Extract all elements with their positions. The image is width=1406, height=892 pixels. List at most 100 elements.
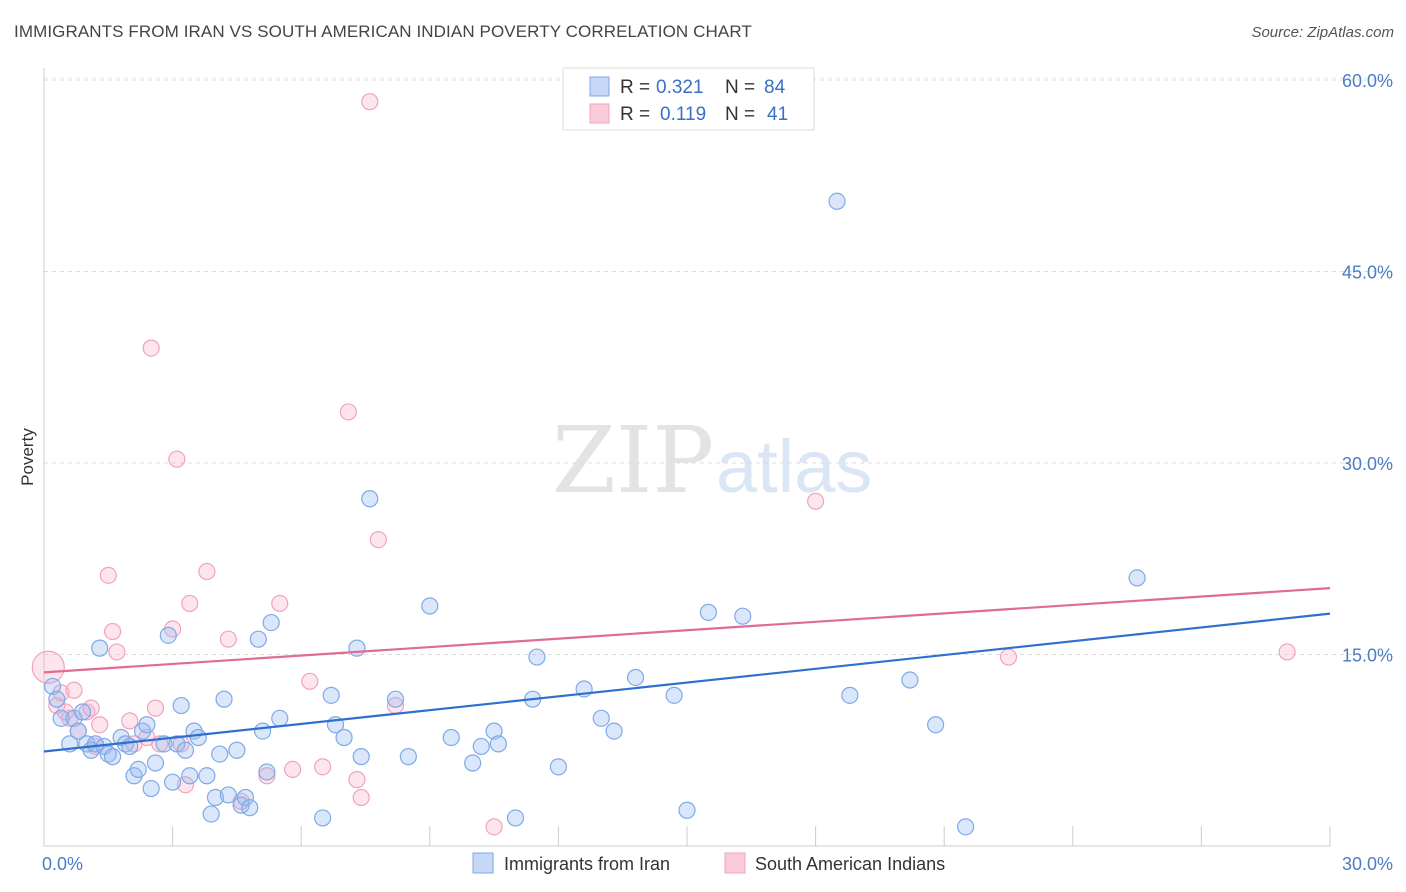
point-immigrants-from-iran	[146, 754, 165, 772]
point-immigrants-from-iran	[262, 613, 280, 632]
point-south-american-indians	[198, 562, 216, 581]
point-immigrants-from-iran	[828, 192, 846, 210]
point-immigrants-from-iran	[927, 716, 945, 734]
point-south-american-indians	[176, 776, 195, 794]
point-south-american-indians	[65, 681, 83, 699]
point-immigrants-from-iran	[699, 603, 718, 621]
legend-r-label-1: R =	[620, 77, 650, 98]
source-label: Source: ZipAtlas.com	[1251, 24, 1394, 41]
watermark-zip: ZIP	[552, 407, 714, 514]
point-immigrants-from-iran	[48, 690, 66, 708]
point-immigrants-from-iran	[957, 818, 975, 836]
point-immigrants-from-iran	[322, 686, 340, 704]
point-south-american-indians	[103, 622, 122, 641]
point-south-american-indians	[82, 699, 100, 717]
point-immigrants-from-iran	[335, 728, 353, 747]
point-immigrants-from-iran	[605, 722, 623, 740]
point-south-american-indians	[91, 716, 109, 734]
bottom-legend-swatch-iran	[472, 852, 494, 874]
point-immigrants-from-iran	[665, 686, 683, 704]
y-tick-label-3: 60.0%	[1342, 71, 1393, 91]
point-south-american-indians	[142, 339, 160, 357]
point-immigrants-from-iran	[271, 709, 289, 727]
point-immigrants-from-iran	[314, 809, 332, 827]
bottom-legend-label-south-american-indians: South American Indians	[755, 854, 945, 874]
point-immigrants-from-iran	[73, 703, 92, 721]
point-south-american-indians	[1278, 643, 1296, 661]
point-immigrants-from-iran	[254, 722, 272, 740]
point-immigrants-from-iran	[258, 763, 276, 781]
point-south-american-indians	[271, 594, 289, 613]
point-immigrants-from-iran	[219, 786, 237, 804]
watermark-atlas: atlas	[716, 425, 872, 508]
point-south-american-indians	[485, 818, 503, 836]
point-immigrants-from-iran	[43, 677, 62, 696]
legend-r-value-1: 0.321	[656, 77, 704, 98]
point-south-american-indians	[301, 672, 319, 690]
point-south-american-indians	[121, 712, 139, 730]
point-south-american-indians	[339, 403, 357, 421]
point-immigrants-from-iran	[528, 648, 546, 666]
point-south-american-indians	[258, 767, 276, 785]
point-immigrants-from-iran	[189, 728, 207, 747]
point-immigrants-from-iran	[142, 779, 160, 798]
legend-n-label-2: N =	[725, 104, 755, 125]
legend-n-label-1: N =	[725, 77, 755, 98]
y-tick-label-0: 15.0%	[1342, 646, 1393, 666]
point-immigrants-from-iran	[901, 671, 919, 689]
point-immigrants-from-iran	[91, 639, 109, 657]
legend-swatch-iran	[589, 76, 610, 97]
series-immigrants-from-iran	[43, 192, 1146, 836]
point-immigrants-from-iran	[734, 607, 752, 625]
legend-n-value-1: 84	[764, 77, 786, 98]
point-immigrants-from-iran	[506, 809, 525, 827]
bottom-legend-label-iran: Immigrants from Iran	[504, 854, 670, 874]
grid	[44, 77, 1393, 655]
point-immigrants-from-iran	[181, 767, 199, 785]
point-immigrants-from-iran	[1128, 569, 1146, 587]
legend-n-value-2: 41	[767, 104, 788, 125]
point-immigrants-from-iran	[352, 748, 370, 766]
point-south-american-indians	[352, 788, 370, 807]
point-immigrants-from-iran	[65, 709, 83, 727]
y-axis-label: Poverty	[18, 428, 37, 486]
x-tick-label-1: 30.0%	[1342, 854, 1393, 874]
point-south-american-indians	[219, 630, 237, 648]
series-legend: Immigrants from Iran South American Indi…	[472, 852, 945, 874]
point-immigrants-from-iran	[472, 737, 490, 756]
point-immigrants-from-iran	[485, 722, 503, 740]
point-immigrants-from-iran	[52, 709, 70, 727]
point-immigrants-from-iran	[211, 745, 229, 763]
trend-lines	[43, 587, 1331, 753]
legend-r-value-2: 0.119	[660, 104, 706, 125]
tick-labels: 15.0% 30.0% 45.0% 60.0% 0.0% 30.0%	[42, 71, 1393, 874]
point-south-american-indians	[369, 530, 387, 549]
point-immigrants-from-iran	[103, 748, 122, 766]
point-south-american-indians	[31, 650, 65, 684]
point-immigrants-from-iran	[249, 630, 267, 648]
point-south-american-indians	[314, 758, 332, 776]
point-immigrants-from-iran	[236, 788, 255, 807]
point-south-american-indians	[99, 566, 117, 584]
point-immigrants-from-iran	[592, 709, 610, 727]
point-immigrants-from-iran	[841, 686, 859, 704]
correlation-legend: R = 0.321 N = 84 R = 0.119 N = 41	[562, 67, 815, 131]
point-immigrants-from-iran	[549, 758, 568, 776]
point-immigrants-from-iran	[164, 773, 182, 791]
point-immigrants-from-iran	[129, 760, 147, 779]
trend-line-south-american-indians	[43, 587, 1331, 674]
point-south-american-indians	[999, 648, 1018, 666]
point-immigrants-from-iran	[361, 490, 379, 508]
bottom-legend-swatch-south-american-indians	[724, 852, 746, 874]
point-immigrants-from-iran	[386, 690, 405, 708]
point-immigrants-from-iran	[421, 597, 439, 615]
point-immigrants-from-iran	[678, 801, 696, 819]
chart-title: IMMIGRANTS FROM IRAN VS SOUTH AMERICAN I…	[14, 22, 752, 41]
point-south-american-indians	[108, 643, 126, 661]
point-immigrants-from-iran	[172, 696, 190, 715]
point-south-american-indians	[146, 699, 165, 717]
axes	[43, 68, 1331, 847]
trend-line-immigrants-from-iran	[43, 612, 1331, 753]
point-immigrants-from-iran	[168, 735, 186, 753]
point-immigrants-from-iran	[348, 639, 366, 657]
